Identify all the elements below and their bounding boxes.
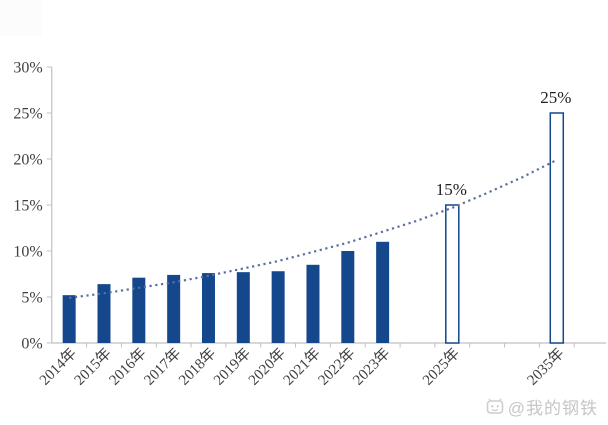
y-axis-label: 10% (13, 244, 42, 261)
bar (306, 264, 320, 343)
bar (201, 273, 215, 343)
target-bar (549, 112, 565, 344)
y-axis-label: 15% (13, 198, 42, 215)
x-axis-label: 2018年 (175, 345, 219, 389)
y-axis-label: 0% (21, 336, 42, 353)
x-axis-label: 2022年 (315, 345, 359, 389)
x-axis-label: 2016年 (106, 345, 150, 389)
corner-watermark (0, 0, 42, 36)
y-axis-label: 5% (21, 290, 42, 307)
x-axis-label: 2020年 (245, 345, 289, 389)
data-label: 15% (436, 180, 467, 199)
watermark-text: @我的钢铁 (507, 399, 598, 418)
x-axis-label: 2021年 (280, 345, 324, 389)
bar (376, 241, 390, 343)
x-axis-label: 2023年 (350, 345, 394, 389)
watermark: @我的钢铁 (486, 394, 598, 419)
bar (167, 274, 181, 343)
x-axis-label: 2025年 (419, 345, 463, 389)
bar (236, 272, 250, 343)
y-axis-label: 25% (13, 106, 42, 123)
x-axis-label: 2015年 (71, 345, 115, 389)
data-label: 25% (540, 88, 571, 107)
x-axis-label: 2035年 (524, 345, 568, 389)
bar (271, 271, 285, 343)
watermark-logo-icon (486, 397, 504, 414)
x-axis-label: 2017年 (141, 345, 185, 389)
bar (97, 284, 111, 343)
trend-line (69, 158, 558, 299)
bar (341, 251, 355, 343)
y-axis-label: 20% (13, 152, 42, 169)
bar (132, 277, 146, 343)
x-axis-label: 2019年 (210, 345, 254, 389)
bar (62, 295, 76, 343)
target-bar (445, 204, 460, 344)
y-axis-label: 30% (13, 60, 42, 77)
